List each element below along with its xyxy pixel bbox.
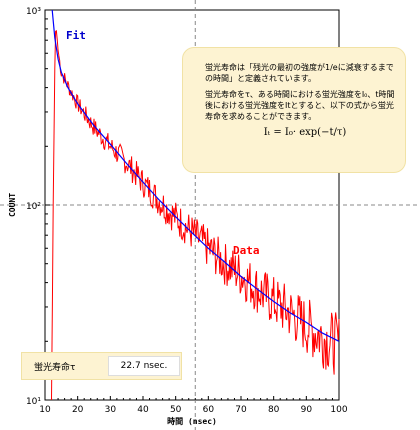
info-definition-text: 蛍光寿命は「残光の最初の強度が1/eに減衰するまでの時間」と定義されています。	[205, 63, 394, 83]
y-tick-label: 10²	[26, 202, 41, 212]
lifetime-result-value: 22.7 nsec.	[108, 356, 180, 376]
x-tick-label: 40	[137, 405, 149, 415]
x-tick-label: 20	[72, 405, 84, 415]
x-tick-label: 60	[203, 405, 215, 415]
decay-formula: Iₜ = I₀· exp(−t/τ)	[263, 127, 347, 138]
x-tick-label: 100	[330, 405, 347, 415]
data-series-label: Data	[233, 244, 260, 257]
y-axis-title: COUNT	[8, 193, 17, 217]
y-tick-label: 10¹	[26, 397, 41, 407]
lifetime-info-box: 蛍光寿命は「残光の最初の強度が1/eに減衰するまでの時間」と定義されています。 …	[182, 47, 406, 173]
fit-series-label: Fit	[66, 29, 86, 42]
x-tick-label: 90	[301, 405, 313, 415]
x-tick-label: 70	[235, 405, 247, 415]
fit-series-line	[51, 9, 340, 342]
x-tick-label: 30	[105, 405, 117, 415]
x-tick-label: 10	[39, 405, 51, 415]
data-series-line	[51, 29, 340, 401]
x-tick-label: 50	[170, 405, 182, 415]
lifetime-result-label: 蛍光寿命τ	[34, 363, 76, 373]
x-tick-label: 80	[268, 405, 280, 415]
y-tick-label: 10³	[26, 7, 41, 17]
lifetime-result-box: 蛍光寿命τ 22.7 nsec.	[21, 352, 182, 380]
info-explanation-text: 蛍光寿命をτ、ある時間における蛍光強度をI₀、t時間後における蛍光強度をItとす…	[205, 90, 395, 121]
x-axis-title: 時間 (nsec)	[167, 416, 217, 426]
